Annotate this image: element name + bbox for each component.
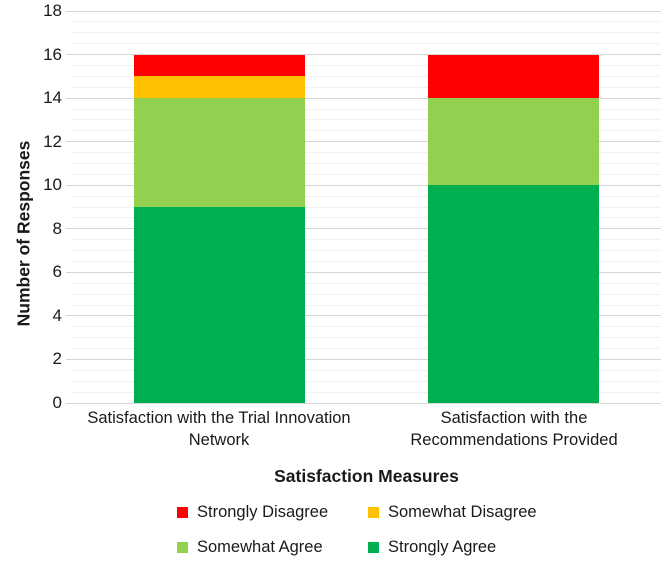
minor-gridline bbox=[72, 326, 661, 328]
minor-gridline bbox=[72, 239, 661, 241]
legend-label: Strongly Agree bbox=[388, 537, 497, 556]
legend-swatch-icon bbox=[177, 541, 188, 553]
x-axis-category-label-line: Satisfaction with the Trial Innovation bbox=[87, 409, 351, 427]
major-gridline bbox=[66, 315, 661, 317]
minor-gridline bbox=[72, 250, 661, 252]
bar-segment-strongly-disagree bbox=[428, 54, 599, 99]
minor-gridline bbox=[72, 380, 661, 382]
major-gridline bbox=[66, 54, 661, 56]
minor-gridline bbox=[72, 152, 661, 154]
x-axis-category-label-line: Recommendations Provided bbox=[410, 431, 618, 449]
legend-swatch-icon bbox=[177, 506, 188, 518]
minor-gridline bbox=[72, 173, 661, 175]
major-gridline bbox=[66, 358, 661, 360]
major-gridline bbox=[66, 141, 661, 143]
legend-swatch-icon bbox=[368, 541, 379, 553]
minor-gridline bbox=[72, 217, 661, 219]
minor-gridline bbox=[72, 108, 661, 110]
bar-segment-somewhat-agree bbox=[428, 98, 599, 186]
chart-legend: Strongly Disagree Somewhat Disagree Somewh… bbox=[177, 500, 537, 559]
y-axis-tick-label: 10 bbox=[43, 175, 62, 195]
major-gridline bbox=[66, 271, 661, 273]
minor-gridline bbox=[72, 21, 661, 23]
bar-segment-strongly-disagree bbox=[134, 54, 305, 77]
minor-gridline bbox=[72, 206, 661, 208]
y-axis-tick-label: 6 bbox=[52, 262, 62, 282]
x-axis-category-label-line: Network bbox=[188, 431, 250, 449]
bar-segment-somewhat-disagree bbox=[134, 76, 305, 99]
minor-gridline bbox=[72, 86, 661, 88]
legend-item-somewhat-agree: Somewhat Agree bbox=[177, 535, 368, 559]
minor-gridline bbox=[72, 75, 661, 77]
major-gridline bbox=[66, 402, 661, 404]
legend-swatch-icon bbox=[368, 506, 379, 518]
major-gridline bbox=[66, 228, 661, 230]
legend-label: Strongly Disagree bbox=[197, 502, 329, 521]
major-gridline bbox=[66, 184, 661, 186]
y-axis-tick-label: 12 bbox=[43, 131, 62, 151]
legend-item-strongly-agree: Strongly Agree bbox=[368, 535, 537, 559]
legend-item-somewhat-disagree: Somewhat Disagree bbox=[368, 500, 537, 524]
y-axis-tick-label: 2 bbox=[52, 349, 62, 369]
minor-gridline bbox=[72, 304, 661, 306]
legend-label: Somewhat Disagree bbox=[388, 502, 537, 521]
x-axis-category-label-line: Satisfaction with the bbox=[440, 409, 588, 427]
minor-gridline bbox=[72, 282, 661, 284]
minor-gridline bbox=[72, 43, 661, 45]
legend-label: Somewhat Agree bbox=[197, 537, 323, 556]
x-axis-title: Satisfaction Measures bbox=[274, 466, 459, 486]
minor-gridline bbox=[72, 162, 661, 164]
legend-item-strongly-disagree: Strongly Disagree bbox=[177, 500, 368, 524]
x-axis-category-label: Satisfaction with the Trial Innovation Ne… bbox=[44, 407, 394, 451]
minor-gridline bbox=[72, 337, 661, 339]
x-axis-category-label: Satisfaction with the Recommendations Pro… bbox=[339, 407, 667, 451]
minor-gridline bbox=[72, 64, 661, 66]
minor-gridline bbox=[72, 391, 661, 393]
bar-segment-strongly-agree bbox=[428, 185, 599, 403]
y-axis-tick-label: 0 bbox=[52, 393, 62, 412]
bar-segment-somewhat-agree bbox=[134, 98, 305, 207]
major-gridline bbox=[66, 97, 661, 99]
minor-gridline bbox=[72, 348, 661, 350]
y-axis-tick-label: 18 bbox=[43, 1, 62, 20]
minor-gridline bbox=[72, 32, 661, 34]
minor-gridline bbox=[72, 260, 661, 262]
minor-gridline bbox=[72, 119, 661, 121]
major-gridline bbox=[66, 10, 661, 12]
minor-gridline bbox=[72, 293, 661, 295]
minor-gridline bbox=[72, 369, 661, 371]
bar-segment-strongly-agree bbox=[134, 207, 305, 403]
minor-gridline bbox=[72, 130, 661, 132]
minor-gridline bbox=[72, 195, 661, 197]
y-axis-tick-label: 14 bbox=[43, 88, 62, 108]
y-axis-tick-label: 8 bbox=[52, 218, 62, 238]
y-axis-tick-label: 16 bbox=[43, 44, 62, 64]
y-axis-tick-label: 4 bbox=[52, 305, 62, 325]
